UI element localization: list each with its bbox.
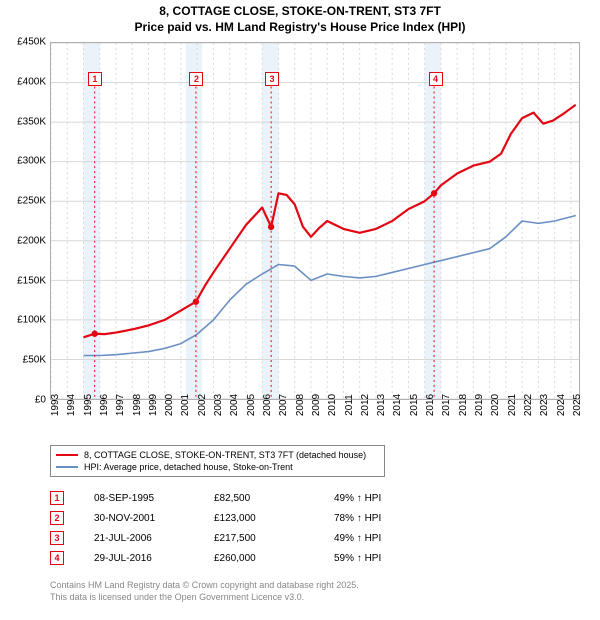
x-tick-label: 2016 bbox=[425, 394, 436, 416]
x-tick-label: 2004 bbox=[229, 394, 240, 416]
sale-date: 30-NOV-2001 bbox=[94, 513, 214, 524]
y-tick-label: £50K bbox=[23, 355, 46, 366]
y-tick-label: £400K bbox=[17, 76, 46, 87]
x-tick-label: 1998 bbox=[132, 394, 143, 416]
x-tick-label: 1993 bbox=[50, 394, 61, 416]
x-tick-label: 1995 bbox=[83, 394, 94, 416]
sale-pct: 49% ↑ HPI bbox=[334, 493, 454, 504]
y-tick-label: £300K bbox=[17, 156, 46, 167]
y-tick-label: £350K bbox=[17, 116, 46, 127]
x-tick-label: 2013 bbox=[376, 394, 387, 416]
x-tick-label: 2009 bbox=[311, 394, 322, 416]
title-line-1: 8, COTTAGE CLOSE, STOKE-ON-TRENT, ST3 7F… bbox=[0, 4, 600, 20]
x-tick-label: 2025 bbox=[572, 394, 583, 416]
x-tick-label: 2003 bbox=[213, 394, 224, 416]
table-row: 1 08-SEP-1995£82,50049% ↑ HPI bbox=[50, 488, 550, 508]
x-tick-label: 2006 bbox=[262, 394, 273, 416]
x-tick-label: 2020 bbox=[490, 394, 501, 416]
sale-date: 29-JUL-2016 bbox=[94, 553, 214, 564]
footnote: Contains HM Land Registry data © Crown c… bbox=[50, 580, 359, 603]
x-tick-label: 1994 bbox=[66, 394, 77, 416]
title-line-2: Price paid vs. HM Land Registry's House … bbox=[0, 20, 600, 36]
x-tick-label: 2002 bbox=[197, 394, 208, 416]
chart-marker: 2 bbox=[189, 72, 203, 86]
y-tick-label: £150K bbox=[17, 275, 46, 286]
sale-price: £82,500 bbox=[214, 493, 334, 504]
table-marker: 3 bbox=[50, 531, 64, 545]
x-tick-label: 1997 bbox=[115, 394, 126, 416]
x-tick-label: 2011 bbox=[344, 394, 355, 416]
y-axis: £0£50K£100K£150K£200K£250K£300K£350K£400… bbox=[0, 42, 50, 400]
plot-area: 1 2 3 4 bbox=[50, 42, 580, 400]
footnote-line-2: This data is licensed under the Open Gov… bbox=[50, 592, 359, 604]
x-tick-label: 2012 bbox=[360, 394, 371, 416]
x-tick-label: 2010 bbox=[327, 394, 338, 416]
sale-date: 08-SEP-1995 bbox=[94, 493, 214, 504]
x-tick-label: 2000 bbox=[164, 394, 175, 416]
x-tick-label: 2007 bbox=[278, 394, 289, 416]
chart-container: 8, COTTAGE CLOSE, STOKE-ON-TRENT, ST3 7F… bbox=[0, 0, 600, 620]
y-tick-label: £450K bbox=[17, 37, 46, 48]
legend: 8, COTTAGE CLOSE, STOKE-ON-TRENT, ST3 7F… bbox=[50, 445, 385, 477]
sale-price: £260,000 bbox=[214, 553, 334, 564]
x-tick-label: 2008 bbox=[295, 394, 306, 416]
table-marker: 1 bbox=[50, 491, 64, 505]
x-tick-label: 2015 bbox=[409, 394, 420, 416]
legend-swatch bbox=[56, 454, 78, 456]
y-tick-label: £200K bbox=[17, 235, 46, 246]
y-tick-label: £100K bbox=[17, 315, 46, 326]
x-axis: 1993199419951996199719981999200020012002… bbox=[50, 400, 580, 445]
sale-date: 21-JUL-2006 bbox=[94, 533, 214, 544]
legend-row: HPI: Average price, detached house, Stok… bbox=[56, 461, 379, 473]
chart-marker: 1 bbox=[88, 72, 102, 86]
legend-swatch bbox=[56, 466, 78, 468]
x-tick-label: 2001 bbox=[180, 394, 191, 416]
table-marker: 4 bbox=[50, 551, 64, 565]
y-tick-label: £0 bbox=[35, 395, 46, 406]
x-tick-label: 2018 bbox=[458, 394, 469, 416]
chart-marker: 4 bbox=[429, 72, 443, 86]
sale-pct: 49% ↑ HPI bbox=[334, 533, 454, 544]
chart-marker: 3 bbox=[265, 72, 279, 86]
x-tick-label: 2022 bbox=[523, 394, 534, 416]
legend-row: 8, COTTAGE CLOSE, STOKE-ON-TRENT, ST3 7F… bbox=[56, 449, 379, 461]
sale-pct: 59% ↑ HPI bbox=[334, 553, 454, 564]
footnote-line-1: Contains HM Land Registry data © Crown c… bbox=[50, 580, 359, 592]
table-row: 2 30-NOV-2001£123,00078% ↑ HPI bbox=[50, 508, 550, 528]
table-marker: 2 bbox=[50, 511, 64, 525]
x-tick-label: 2005 bbox=[246, 394, 257, 416]
x-tick-label: 2014 bbox=[392, 394, 403, 416]
x-tick-label: 1996 bbox=[99, 394, 110, 416]
table-row: 4 29-JUL-2016£260,00059% ↑ HPI bbox=[50, 548, 550, 568]
legend-label: HPI: Average price, detached house, Stok… bbox=[84, 462, 293, 472]
legend-label: 8, COTTAGE CLOSE, STOKE-ON-TRENT, ST3 7F… bbox=[84, 450, 366, 460]
x-tick-label: 2024 bbox=[556, 394, 567, 416]
x-tick-label: 1999 bbox=[148, 394, 159, 416]
sale-price: £217,500 bbox=[214, 533, 334, 544]
title-block: 8, COTTAGE CLOSE, STOKE-ON-TRENT, ST3 7F… bbox=[0, 0, 600, 37]
plot-svg bbox=[51, 43, 579, 399]
sale-pct: 78% ↑ HPI bbox=[334, 513, 454, 524]
x-tick-label: 2017 bbox=[441, 394, 452, 416]
table-row: 3 21-JUL-2006£217,50049% ↑ HPI bbox=[50, 528, 550, 548]
sale-price: £123,000 bbox=[214, 513, 334, 524]
x-tick-label: 2021 bbox=[507, 394, 518, 416]
sales-table: 108-SEP-1995£82,50049% ↑ HPI230-NOV-2001… bbox=[50, 488, 550, 568]
x-tick-label: 2023 bbox=[539, 394, 550, 416]
x-tick-label: 2019 bbox=[474, 394, 485, 416]
y-tick-label: £250K bbox=[17, 196, 46, 207]
